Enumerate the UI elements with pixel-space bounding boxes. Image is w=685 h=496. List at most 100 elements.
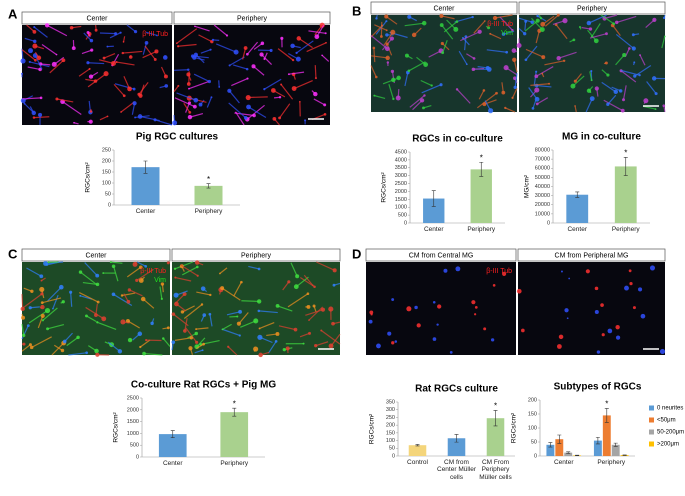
- cell: [129, 55, 133, 59]
- cell: [32, 44, 37, 49]
- cell: [655, 92, 658, 95]
- cell: [523, 32, 526, 35]
- cell: [95, 29, 98, 32]
- cell: [331, 322, 335, 326]
- cell: [187, 69, 189, 71]
- cell: [39, 287, 44, 292]
- cell: [79, 270, 82, 273]
- cell: [41, 301, 44, 304]
- cell: [222, 329, 224, 331]
- cell: [614, 90, 618, 94]
- cell: [321, 308, 325, 312]
- significance-mark: *: [233, 399, 236, 408]
- cell: [212, 39, 214, 41]
- cell: [134, 116, 136, 118]
- cell: [417, 323, 421, 327]
- error-bar: [623, 455, 627, 456]
- fiber: [315, 65, 316, 78]
- cell: [263, 58, 265, 60]
- cell: [42, 319, 44, 321]
- cell: [239, 334, 241, 336]
- cell: [62, 300, 65, 303]
- cell: [632, 46, 636, 50]
- cell: [226, 34, 228, 36]
- cell: [605, 62, 608, 65]
- cell: [536, 102, 539, 105]
- cell: [443, 269, 447, 273]
- cell: [280, 83, 282, 85]
- cell: [369, 310, 373, 314]
- cell: [541, 55, 545, 59]
- cell: [114, 32, 117, 35]
- cell: [660, 349, 665, 354]
- cell: [121, 294, 123, 296]
- error-bar: [575, 455, 579, 456]
- cell: [504, 65, 509, 70]
- cell: [474, 313, 476, 315]
- cell: [407, 15, 411, 19]
- cell: [194, 53, 198, 57]
- cell: [111, 61, 116, 66]
- cell: [387, 61, 389, 63]
- cell: [234, 50, 239, 55]
- cell: [321, 55, 323, 57]
- cell: [638, 287, 642, 291]
- cell: [557, 344, 562, 349]
- image-label: Center: [85, 252, 107, 259]
- y-tick-label: 1000: [127, 431, 139, 437]
- cell: [183, 329, 187, 333]
- cell: [128, 288, 131, 291]
- y-tick-label: 50: [531, 439, 537, 445]
- significance-mark: *: [480, 153, 483, 162]
- image-label: Periphery: [577, 5, 607, 12]
- cell: [33, 30, 37, 34]
- cell: [246, 105, 251, 110]
- cell: [202, 313, 206, 317]
- y-tick-label: 500: [130, 443, 139, 449]
- x-tick-label: Periphery: [204, 460, 266, 467]
- cell: [253, 346, 258, 351]
- x-tick-label: Center: [114, 208, 177, 215]
- cell: [176, 42, 178, 44]
- y-tick-label: 50: [389, 446, 395, 452]
- cell: [615, 21, 618, 24]
- y-axis-label: RGCs/cm²: [511, 412, 518, 443]
- cell: [85, 314, 88, 317]
- x-label-box: CM From Periphery Müller cells: [476, 459, 515, 489]
- cell: [385, 20, 387, 22]
- fiber: [22, 294, 23, 309]
- cell: [252, 114, 256, 118]
- cell: [652, 18, 656, 22]
- cell: [587, 21, 591, 25]
- cell: [616, 335, 620, 339]
- x-tick-label: Center: [553, 226, 602, 233]
- cell: [43, 261, 48, 266]
- cell: [210, 96, 212, 98]
- cell: [396, 76, 401, 81]
- cell: [624, 286, 629, 291]
- cell: [295, 52, 297, 54]
- legend-swatch: [649, 442, 654, 447]
- panel-letter: D: [352, 246, 361, 261]
- bar: [409, 445, 427, 456]
- cell: [373, 47, 376, 50]
- y-tick-label: 1500: [127, 419, 139, 425]
- cell: [127, 87, 132, 92]
- cell: [59, 285, 64, 290]
- cell: [209, 313, 212, 316]
- fiber: [88, 63, 104, 64]
- cell: [20, 58, 25, 63]
- cell: [288, 73, 290, 75]
- cell: [632, 33, 635, 36]
- cell: [73, 122, 75, 124]
- cell: [532, 107, 535, 110]
- cell: [22, 343, 25, 346]
- cell: [227, 89, 231, 93]
- cell: [270, 49, 273, 52]
- y-tick-label: 100: [386, 438, 395, 444]
- y-tick-label: 10000: [535, 211, 550, 217]
- legend-swatch: [649, 406, 654, 411]
- image-label: Periphery: [237, 15, 267, 22]
- cell: [201, 303, 203, 305]
- cell: [595, 86, 599, 90]
